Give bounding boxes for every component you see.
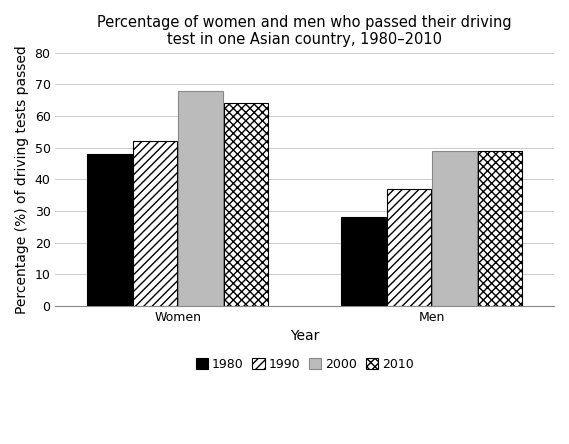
Legend: 1980, 1990, 2000, 2010: 1980, 1990, 2000, 2010: [191, 353, 419, 376]
Bar: [87, 154, 131, 306]
Bar: [224, 103, 268, 306]
Bar: [133, 141, 177, 306]
X-axis label: Year: Year: [290, 329, 319, 344]
Bar: [478, 151, 522, 306]
Title: Percentage of women and men who passed their driving
test in one Asian country, : Percentage of women and men who passed t…: [97, 15, 512, 48]
Bar: [432, 151, 477, 306]
Bar: [178, 91, 222, 306]
Bar: [341, 218, 386, 306]
Bar: [387, 189, 431, 306]
Y-axis label: Percentage (%) of driving tests passed: Percentage (%) of driving tests passed: [15, 45, 29, 314]
